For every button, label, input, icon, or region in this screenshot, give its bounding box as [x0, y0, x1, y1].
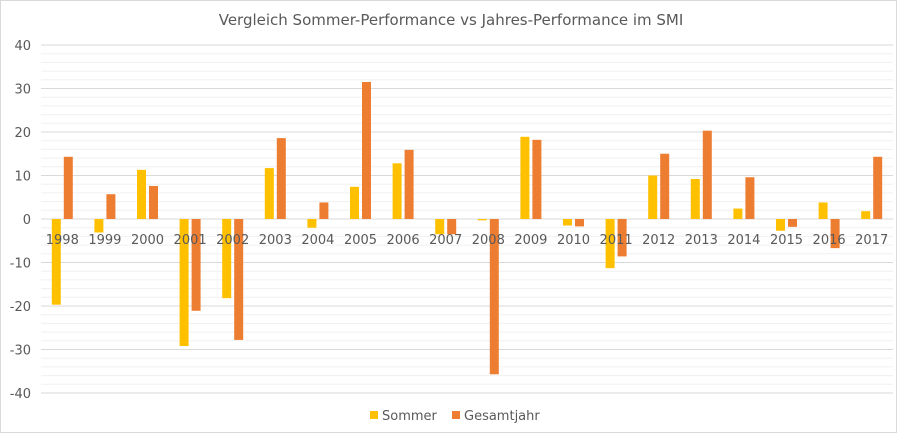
legend-swatch-gesamtjahr: [452, 411, 460, 419]
x-tick-label: 2005: [344, 233, 377, 248]
bar-gesamtjahr-2005: [362, 81, 371, 219]
bar-gesamtjahr-2009: [532, 139, 542, 219]
bar-gesamtjahr-2003: [276, 138, 286, 219]
bar-sommer-2008: [477, 219, 487, 221]
bar-gesamtjahr-2016: [830, 219, 840, 249]
bar-gesamtjahr-2011: [617, 219, 627, 257]
bar-sommer-2012: [648, 175, 658, 219]
x-tick-label: 2003: [259, 233, 292, 248]
y-tick-label: -10: [10, 257, 31, 272]
bar-gesamtjahr-2017: [873, 156, 883, 219]
legend: Sommer Gesamtjahr: [370, 409, 540, 424]
bar-sommer-2007: [435, 219, 445, 235]
bar-gesamtjahr-2007: [447, 219, 457, 235]
x-tick-label: 2016: [813, 233, 846, 248]
x-tick-label: 2008: [472, 233, 505, 248]
bar-sommer-2001: [179, 219, 189, 347]
bar-sommer-2017: [861, 211, 871, 219]
x-tick-label: 2013: [685, 233, 718, 248]
bar-gesamtjahr-2008: [489, 219, 499, 375]
x-axis-ticks: 1998 1999 2000 2001 2002 2003 2004 2005 2006 2007…: [46, 233, 888, 248]
bar-sommer-2004: [307, 219, 317, 228]
bar-sommer-2002: [222, 219, 232, 299]
gridlines: [41, 44, 893, 394]
bar-gesamtjahr-2014: [745, 177, 755, 219]
x-tick-label: 1999: [88, 233, 121, 248]
y-tick-label: 0: [23, 213, 31, 228]
bar-sommer-2013: [690, 178, 700, 219]
chart-title: Vergleich Sommer-Performance vs Jahres-P…: [219, 11, 684, 29]
bar-gesamtjahr-2004: [319, 202, 329, 219]
bar-sommer-2003: [264, 168, 274, 219]
y-tick-label: 20: [14, 126, 31, 141]
bar-gesamtjahr-2006: [404, 149, 414, 219]
bar-gesamtjahr-2001: [191, 219, 201, 311]
x-tick-label: 2002: [216, 233, 249, 248]
x-tick-label: 2009: [514, 233, 547, 248]
x-tick-label: 1998: [46, 233, 79, 248]
legend-label-gesamtjahr: Gesamtjahr: [464, 409, 540, 424]
bar-sommer-2015: [776, 219, 785, 231]
bar-sommer-1998: [51, 219, 61, 305]
y-tick-label: -20: [10, 300, 31, 315]
y-axis-ticks: 40 30 20 10 0 -10 -20 -30 -40: [10, 39, 31, 402]
y-tick-label: 30: [14, 83, 31, 98]
x-tick-label: 2006: [387, 233, 420, 248]
bar-sommer-2011: [605, 219, 615, 269]
legend-label-sommer: Sommer: [382, 409, 438, 424]
bar-gesamtjahr-2002: [234, 219, 244, 340]
bar-sommer-2014: [733, 208, 743, 219]
x-tick-label: 2007: [429, 233, 462, 248]
x-tick-label: 2012: [642, 233, 675, 248]
y-tick-label: 10: [14, 170, 31, 185]
bars: [51, 81, 883, 375]
bar-sommer-2000: [137, 169, 146, 219]
legend-swatch-sommer: [370, 411, 378, 419]
x-tick-label: 2004: [301, 233, 334, 248]
bar-gesamtjahr-2012: [660, 153, 670, 219]
x-tick-label: 2015: [770, 233, 803, 248]
y-tick-label: -30: [10, 344, 31, 359]
bar-gesamtjahr-1998: [63, 156, 73, 219]
x-tick-label: 2001: [174, 233, 207, 248]
x-tick-label: 2014: [727, 233, 760, 248]
x-tick-label: 2010: [557, 233, 590, 248]
x-tick-label: 2017: [855, 233, 888, 248]
bar-sommer-1999: [94, 219, 104, 233]
y-tick-label: 40: [14, 39, 31, 54]
bar-sommer-2005: [350, 186, 359, 219]
bar-gesamtjahr-2013: [702, 130, 712, 219]
bar-sommer-2010: [563, 219, 572, 226]
bar-sommer-2016: [818, 202, 828, 219]
bar-sommer-2006: [392, 163, 402, 219]
bar-gesamtjahr-2015: [788, 219, 797, 227]
bar-sommer-2009: [520, 136, 530, 219]
bar-gesamtjahr-2000: [149, 185, 158, 219]
bar-gesamtjahr-2010: [575, 219, 584, 227]
x-tick-label: 2011: [600, 233, 633, 248]
x-tick-label: 2000: [131, 233, 164, 248]
bar-gesamtjahr-1999: [106, 194, 116, 219]
y-tick-label: -40: [10, 387, 31, 402]
